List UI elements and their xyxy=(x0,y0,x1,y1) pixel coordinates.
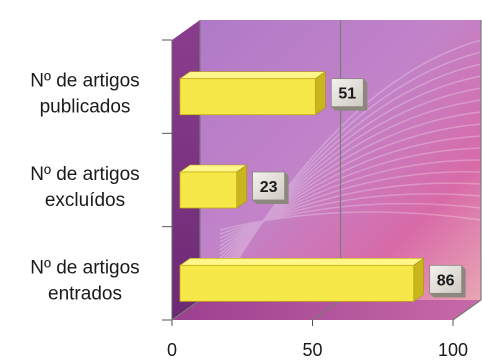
data-label: 51 xyxy=(330,78,368,111)
wall-stripe xyxy=(219,211,482,231)
bar-side xyxy=(236,164,247,209)
wall-stripe xyxy=(219,87,482,275)
data-label-box xyxy=(252,171,286,201)
wall-stripe xyxy=(219,182,482,243)
wall-stripe xyxy=(219,39,482,291)
bar-top xyxy=(179,164,248,173)
x-tick-label: 0 xyxy=(167,340,177,360)
wall-stripe xyxy=(219,75,482,279)
bar-top xyxy=(179,71,327,79)
data-label-text: 86 xyxy=(437,272,455,289)
data-label-text: 23 xyxy=(260,179,278,196)
wall-stripe xyxy=(219,147,482,255)
wall-stripe xyxy=(219,123,482,263)
category-label: Nº de artigos publicados xyxy=(30,71,139,118)
wall-stripe xyxy=(219,99,482,271)
data-label-text: 51 xyxy=(338,86,356,103)
wall-stripe xyxy=(219,51,482,287)
wall-pattern xyxy=(219,39,482,291)
bar-front xyxy=(179,264,415,302)
wall-stripe xyxy=(219,159,482,251)
category-label-line: entrados xyxy=(48,283,122,304)
gridline-floor xyxy=(171,299,201,321)
category-label-line: publicados xyxy=(40,97,131,118)
bar xyxy=(179,164,248,209)
labels: 51 Nº de artigos publicados 23 Nº de artigos… xyxy=(30,71,466,304)
bar-front xyxy=(179,171,238,209)
x-tick-label: 50 xyxy=(302,340,322,360)
category-label-line: Nº de artigos xyxy=(30,71,139,92)
bar-top xyxy=(179,258,425,266)
data-label-box xyxy=(429,264,463,294)
bar-side xyxy=(413,257,424,302)
wall-stripe xyxy=(219,202,482,235)
bar xyxy=(179,71,327,116)
x-tick-label: 100 xyxy=(438,340,468,360)
category-label: Nº de artigos entrados xyxy=(30,257,139,304)
category-label-line: excluídos xyxy=(45,190,125,211)
bars xyxy=(179,71,425,302)
bar-front xyxy=(179,78,316,116)
axes: 0 50 100 xyxy=(162,20,482,360)
category-label: Nº de artigos excluídos xyxy=(30,164,139,211)
gridline-floor xyxy=(312,299,341,321)
bar-side xyxy=(315,71,326,116)
data-label-box xyxy=(330,78,364,108)
category-label-line: Nº de artigos xyxy=(30,257,139,278)
bar xyxy=(179,257,425,302)
wall-stripe xyxy=(219,135,482,259)
wall-stripe xyxy=(219,193,482,239)
category-label-line: Nº de artigos xyxy=(30,164,139,185)
gridline-floor xyxy=(452,299,482,321)
wall-stripe xyxy=(219,63,482,283)
wall-stripe xyxy=(219,171,482,247)
data-label: 86 xyxy=(429,264,466,298)
wall-stripe xyxy=(219,111,482,267)
data-label: 23 xyxy=(252,171,289,204)
